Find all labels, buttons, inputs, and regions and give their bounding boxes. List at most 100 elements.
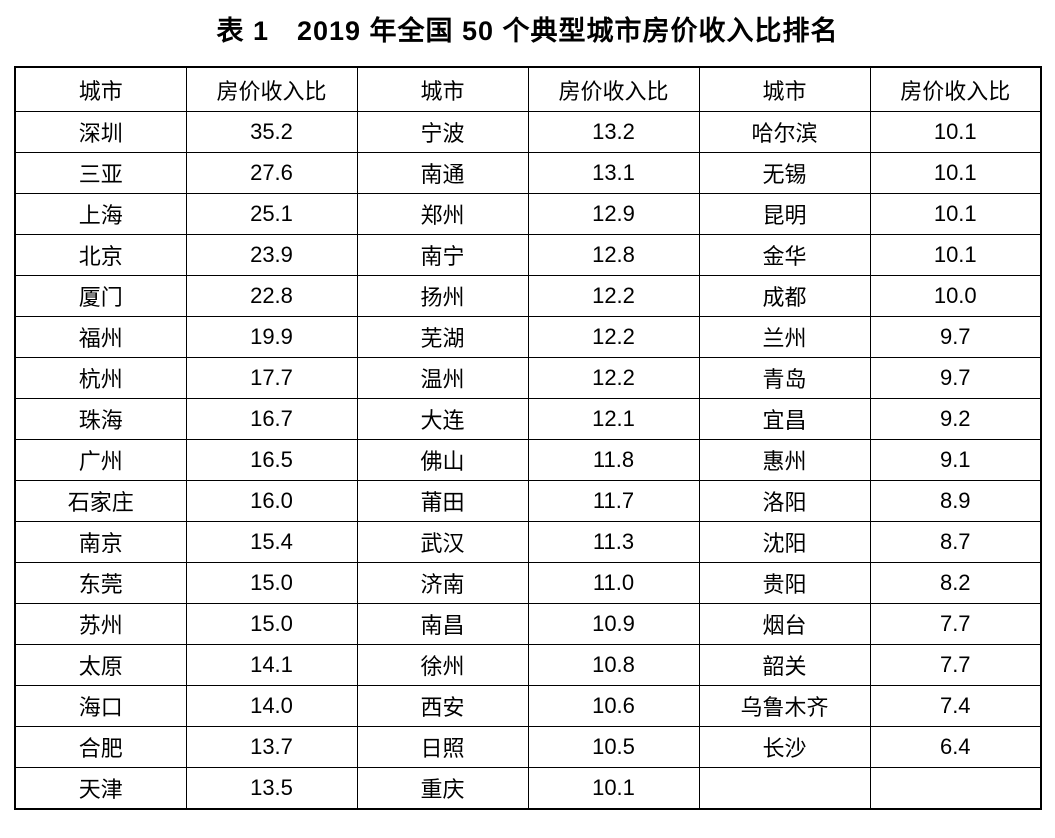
ratio-cell: 10.9	[527, 603, 700, 645]
table-header: 城市 房价收入比 城市 房价收入比 城市 房价收入比	[14, 66, 1042, 112]
table-row: 合肥 13.7 日照 10.5 长沙 6.4	[14, 726, 1042, 768]
header-ratio-3: 房价收入比	[869, 66, 1042, 112]
ratio-cell: 16.5	[185, 439, 358, 481]
ratio-cell: 10.6	[527, 685, 700, 727]
ratio-cell: 9.7	[869, 316, 1042, 358]
city-cell: 南通	[356, 152, 529, 194]
city-cell: 兰州	[698, 316, 871, 358]
city-cell: 莆田	[356, 480, 529, 522]
ratio-cell: 13.7	[185, 726, 358, 768]
city-cell: 沈阳	[698, 521, 871, 563]
table-row: 太原 14.1 徐州 10.8 韶关 7.7	[14, 644, 1042, 686]
city-cell: 太原	[14, 644, 187, 686]
city-cell: 惠州	[698, 439, 871, 481]
city-cell: 韶关	[698, 644, 871, 686]
ratio-cell: 35.2	[185, 111, 358, 153]
ratio-cell: 16.0	[185, 480, 358, 522]
city-cell: 南京	[14, 521, 187, 563]
city-cell: 青岛	[698, 357, 871, 399]
table-row: 苏州 15.0 南昌 10.9 烟台 7.7	[14, 603, 1042, 645]
ratio-cell: 12.2	[527, 357, 700, 399]
ratio-cell: 7.4	[869, 685, 1042, 727]
city-cell: 扬州	[356, 275, 529, 317]
ratio-cell: 12.2	[527, 316, 700, 358]
ratio-cell: 15.4	[185, 521, 358, 563]
city-cell: 哈尔滨	[698, 111, 871, 153]
city-cell: 厦门	[14, 275, 187, 317]
ratio-cell: 16.7	[185, 398, 358, 440]
ratio-cell: 11.3	[527, 521, 700, 563]
ratio-cell: 13.5	[185, 767, 358, 810]
ratio-cell: 15.0	[185, 603, 358, 645]
header-ratio-2: 房价收入比	[527, 66, 700, 112]
ratio-cell: 6.4	[869, 726, 1042, 768]
city-cell: 芜湖	[356, 316, 529, 358]
city-cell: 上海	[14, 193, 187, 235]
city-cell: 北京	[14, 234, 187, 276]
city-cell: 苏州	[14, 603, 187, 645]
city-cell: 郑州	[356, 193, 529, 235]
ratio-cell: 10.1	[527, 767, 700, 810]
ratio-cell: 10.1	[869, 193, 1042, 235]
header-city-2: 城市	[356, 66, 529, 112]
ratio-cell	[869, 767, 1042, 810]
ratio-cell: 12.2	[527, 275, 700, 317]
city-cell: 深圳	[14, 111, 187, 153]
table-row: 珠海 16.7 大连 12.1 宜昌 9.2	[14, 398, 1042, 440]
table-row: 天津 13.5 重庆 10.1	[14, 767, 1042, 810]
ratio-cell: 11.0	[527, 562, 700, 604]
ratio-cell: 9.7	[869, 357, 1042, 399]
ratio-cell: 11.8	[527, 439, 700, 481]
ratio-cell: 7.7	[869, 644, 1042, 686]
table-row: 三亚 27.6 南通 13.1 无锡 10.1	[14, 152, 1042, 194]
ratio-cell: 9.1	[869, 439, 1042, 481]
ratio-cell: 10.8	[527, 644, 700, 686]
table-row: 北京 23.9 南宁 12.8 金华 10.1	[14, 234, 1042, 276]
city-cell: 东莞	[14, 562, 187, 604]
header-row: 城市 房价收入比 城市 房价收入比 城市 房价收入比	[14, 66, 1042, 112]
ratio-cell: 22.8	[185, 275, 358, 317]
city-cell: 南宁	[356, 234, 529, 276]
city-cell: 大连	[356, 398, 529, 440]
ratio-cell: 12.8	[527, 234, 700, 276]
ratio-cell: 12.9	[527, 193, 700, 235]
ratio-cell: 10.1	[869, 111, 1042, 153]
ratio-cell: 13.2	[527, 111, 700, 153]
city-cell: 珠海	[14, 398, 187, 440]
city-cell: 三亚	[14, 152, 187, 194]
city-cell: 无锡	[698, 152, 871, 194]
city-cell: 乌鲁木齐	[698, 685, 871, 727]
ratio-cell: 8.9	[869, 480, 1042, 522]
ratio-cell: 10.1	[869, 152, 1042, 194]
ratio-cell: 11.7	[527, 480, 700, 522]
header-ratio-1: 房价收入比	[185, 66, 358, 112]
city-cell: 杭州	[14, 357, 187, 399]
ratio-cell: 7.7	[869, 603, 1042, 645]
ratio-cell: 27.6	[185, 152, 358, 194]
table-body: 深圳 35.2 宁波 13.2 哈尔滨 10.1 三亚 27.6 南通 13.1 无锡 10.1 上海 2…	[14, 111, 1042, 810]
ratio-cell: 10.5	[527, 726, 700, 768]
table-row: 厦门 22.8 扬州 12.2 成都 10.0	[14, 275, 1042, 317]
city-cell: 长沙	[698, 726, 871, 768]
city-cell: 烟台	[698, 603, 871, 645]
ratio-cell: 9.2	[869, 398, 1042, 440]
city-cell: 南昌	[356, 603, 529, 645]
table-row: 上海 25.1 郑州 12.9 昆明 10.1	[14, 193, 1042, 235]
city-cell: 日照	[356, 726, 529, 768]
ratio-cell: 8.7	[869, 521, 1042, 563]
ratio-cell: 8.2	[869, 562, 1042, 604]
ratio-cell: 25.1	[185, 193, 358, 235]
city-cell: 徐州	[356, 644, 529, 686]
table-row: 广州 16.5 佛山 11.8 惠州 9.1	[14, 439, 1042, 481]
city-cell: 合肥	[14, 726, 187, 768]
city-cell: 重庆	[356, 767, 529, 810]
city-cell: 宜昌	[698, 398, 871, 440]
city-cell: 佛山	[356, 439, 529, 481]
ratio-cell: 13.1	[527, 152, 700, 194]
city-cell: 福州	[14, 316, 187, 358]
ratio-cell: 23.9	[185, 234, 358, 276]
table-row: 东莞 15.0 济南 11.0 贵阳 8.2	[14, 562, 1042, 604]
table-row: 杭州 17.7 温州 12.2 青岛 9.7	[14, 357, 1042, 399]
table-row: 南京 15.4 武汉 11.3 沈阳 8.7	[14, 521, 1042, 563]
